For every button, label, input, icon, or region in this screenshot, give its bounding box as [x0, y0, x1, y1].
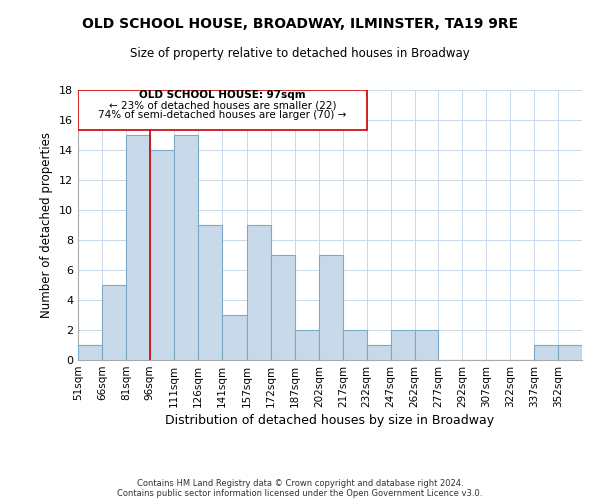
Bar: [319, 255, 343, 360]
Text: ← 23% of detached houses are smaller (22): ← 23% of detached houses are smaller (22…: [109, 101, 336, 111]
Bar: [343, 330, 367, 360]
Bar: [534, 345, 558, 360]
Bar: [271, 255, 295, 360]
Bar: [78, 345, 102, 360]
Bar: [391, 330, 415, 360]
Bar: [197, 225, 221, 360]
Bar: [295, 330, 319, 360]
Text: 74% of semi-detached houses are larger (70) →: 74% of semi-detached houses are larger (…: [98, 110, 347, 120]
Bar: [415, 330, 439, 360]
Text: Contains public sector information licensed under the Open Government Licence v3: Contains public sector information licen…: [118, 488, 482, 498]
FancyBboxPatch shape: [78, 90, 367, 130]
Bar: [221, 315, 247, 360]
Bar: [247, 225, 271, 360]
X-axis label: Distribution of detached houses by size in Broadway: Distribution of detached houses by size …: [166, 414, 494, 427]
Text: OLD SCHOOL HOUSE, BROADWAY, ILMINSTER, TA19 9RE: OLD SCHOOL HOUSE, BROADWAY, ILMINSTER, T…: [82, 18, 518, 32]
Bar: [367, 345, 391, 360]
Text: Size of property relative to detached houses in Broadway: Size of property relative to detached ho…: [130, 48, 470, 60]
Y-axis label: Number of detached properties: Number of detached properties: [40, 132, 53, 318]
Bar: [558, 345, 582, 360]
Text: Contains HM Land Registry data © Crown copyright and database right 2024.: Contains HM Land Registry data © Crown c…: [137, 478, 463, 488]
Bar: [126, 135, 150, 360]
Bar: [173, 135, 197, 360]
Text: OLD SCHOOL HOUSE: 97sqm: OLD SCHOOL HOUSE: 97sqm: [139, 90, 305, 100]
Bar: [102, 285, 126, 360]
Bar: [150, 150, 173, 360]
